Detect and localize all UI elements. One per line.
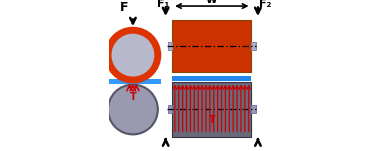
Bar <box>168 105 172 113</box>
Circle shape <box>108 30 158 80</box>
Bar <box>172 82 252 137</box>
Text: T: T <box>208 115 215 125</box>
Bar <box>252 105 256 113</box>
Bar <box>172 20 252 72</box>
Circle shape <box>108 85 158 134</box>
Text: F₂: F₂ <box>259 0 272 9</box>
Bar <box>108 79 161 84</box>
Text: F: F <box>120 1 129 14</box>
Text: T: T <box>130 92 136 102</box>
Bar <box>252 42 256 50</box>
Text: F₁: F₁ <box>157 0 170 9</box>
Bar <box>168 42 172 50</box>
Text: w: w <box>206 0 218 6</box>
Bar <box>172 76 252 81</box>
